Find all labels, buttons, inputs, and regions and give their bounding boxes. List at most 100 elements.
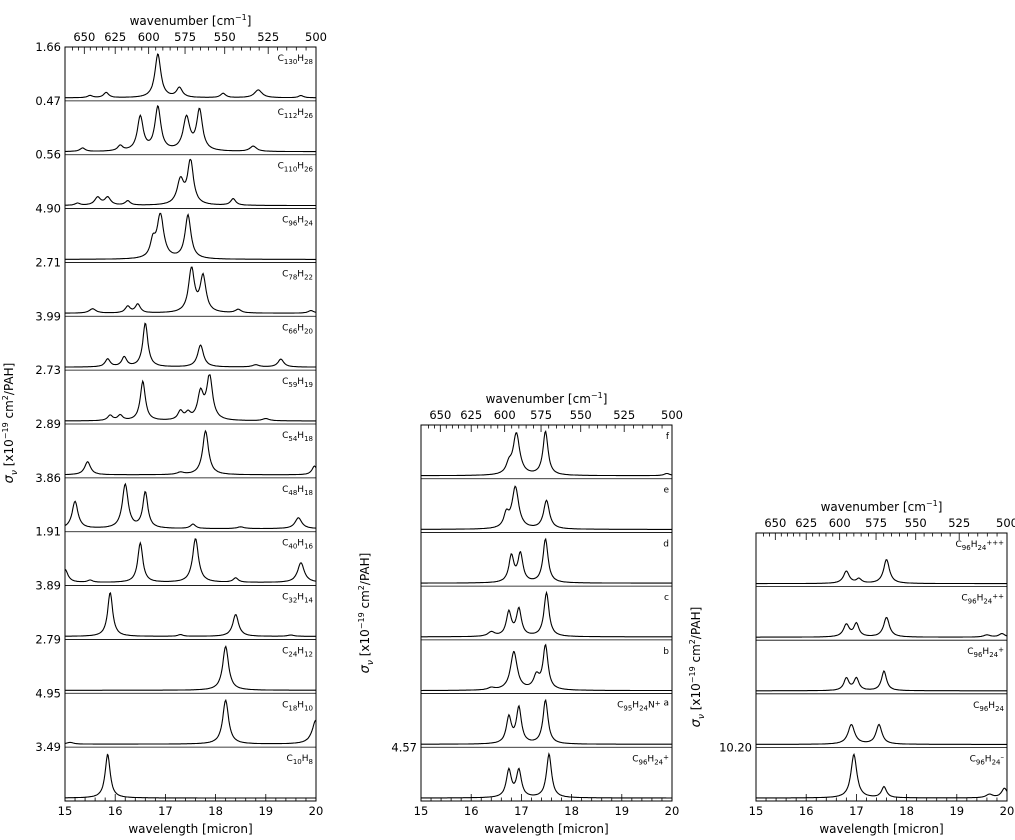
top-tick-label: 600 xyxy=(829,516,851,530)
spectrum-C66H20: C66H20 3.99 xyxy=(35,309,316,368)
spectrum-curve xyxy=(756,559,1007,585)
panel-c96h24-variants: 15 16 17 18 19 20 650 625 600 575 550 525 500 wavenum… xyxy=(357,391,683,836)
spectrum-C18H10: C18H10 4.95 xyxy=(35,686,317,745)
x-axis-title: wavelength [micron] xyxy=(128,822,252,836)
spectrum-curve xyxy=(421,590,672,638)
panel-frame xyxy=(420,424,673,802)
spectrum-curve xyxy=(65,212,316,260)
x-tick-label: 19 xyxy=(949,804,964,818)
spectrum-label: f xyxy=(666,432,670,442)
scale-label: 4.95 xyxy=(35,686,61,700)
spectrum-C110H26: C110H26 0.56 xyxy=(35,148,316,207)
spectrum-C40H16: C40H16 1.91 xyxy=(35,525,317,583)
scale-label: 3.89 xyxy=(35,579,61,593)
spectrum-C32H14: C32H14 3.89 xyxy=(35,579,316,637)
spectrum-curve xyxy=(421,643,672,692)
x-tick-label: 17 xyxy=(514,804,529,818)
spectrum-C78H22: C78H22 2.71 xyxy=(35,255,317,314)
spectrum-label: C32H14 xyxy=(282,593,313,605)
x-tick-label: 19 xyxy=(614,804,629,818)
top-tick-label: 625 xyxy=(795,516,817,530)
spectrum-label: b xyxy=(663,647,669,657)
spectrum-e: e xyxy=(421,478,672,530)
spectrum-label: C18H10 xyxy=(282,700,313,712)
spectrum-C54H18: C54H18 2.89 xyxy=(35,417,317,476)
spectrum-label: C78H22 xyxy=(282,269,313,281)
spectrum-curve xyxy=(65,53,316,99)
spectrum-label: C130H28 xyxy=(278,54,313,66)
x-tick-label: 16 xyxy=(799,804,814,818)
spectrum-curve xyxy=(65,158,316,207)
x-tick-label: 20 xyxy=(665,804,680,818)
spectrum-curve xyxy=(65,322,316,368)
spectrum-curve xyxy=(421,752,672,799)
spectrum-label: C96H24+++ xyxy=(955,539,1004,552)
scale-label: 2.89 xyxy=(35,417,61,431)
spectrum-label: C96H24++ xyxy=(961,593,1004,606)
spectrum-curve xyxy=(65,374,316,422)
x-tick-label: 19 xyxy=(258,804,273,818)
spectrum-curve xyxy=(421,698,672,745)
top-tick-label: 575 xyxy=(865,516,887,530)
spectrum-label: C96H24+ xyxy=(967,646,1004,659)
scale-label: 2.73 xyxy=(35,363,61,377)
spectrum-label: C96H24– xyxy=(970,753,1005,766)
spectrum-label: C96H24 xyxy=(973,701,1004,713)
spectrum-C95H24N⁺: C95H24N+ a xyxy=(421,693,672,745)
spectrum-label: C95H24N+ a xyxy=(617,699,669,713)
top-tick-label: 500 xyxy=(996,516,1015,530)
spectrum-curve xyxy=(421,429,673,477)
x-tick-label: 16 xyxy=(464,804,479,818)
spectrum-label: C48H18 xyxy=(282,485,313,497)
x-tick-label: 18 xyxy=(208,804,223,818)
x-axis-title: wavelength [micron] xyxy=(484,822,608,836)
spectrum-label: C40H16 xyxy=(282,539,313,551)
spectrum-f: f xyxy=(421,429,673,477)
top-tick-label: 525 xyxy=(257,30,279,44)
spectrum-label: c xyxy=(664,593,669,603)
x-tick-label: 15 xyxy=(58,804,73,818)
top-tick-label: 550 xyxy=(905,516,927,530)
top-tick-label: 500 xyxy=(305,30,327,44)
spectrum-curve xyxy=(65,104,316,153)
spectrum-C130H28: C130H28 1.66 xyxy=(35,40,316,99)
scale-label: 3.99 xyxy=(35,309,61,323)
spectrum-curve xyxy=(65,592,316,637)
y-axis-title: σν [x10−19 cm2/PAH] xyxy=(357,553,376,674)
spectrum-label: C110H26 xyxy=(278,162,314,174)
top-tick-label: 550 xyxy=(570,408,592,422)
spectrum-curve xyxy=(421,485,672,530)
spectrum-C48H18: C48H18 3.86 xyxy=(35,471,316,530)
spectrum-curve xyxy=(64,538,317,583)
top-tick-label: 650 xyxy=(429,408,451,422)
spectrum-C96H24: C96H24 4.90 xyxy=(35,202,316,260)
spectrum-label: C10H8 xyxy=(287,754,313,766)
top-tick-label: 575 xyxy=(530,408,552,422)
panel-pah-size-sequence: 15 16 17 18 19 20 650 625 600 575 550 525 500 wavenum… xyxy=(1,13,327,836)
spectrum-label: C96H24+ xyxy=(632,753,669,766)
scale-label: 1.66 xyxy=(35,40,61,54)
panel-c96h24-charge-states: 15 16 17 18 19 20 650 625 600 575 550 525 500 wavenum… xyxy=(688,499,1015,836)
spectrum-C96H24⁻: C96H24– xyxy=(756,747,1008,799)
spectrum-d: d xyxy=(421,532,672,584)
spectrum-curve xyxy=(65,645,316,691)
x-tick-label: 18 xyxy=(899,804,914,818)
x-tick-label: 16 xyxy=(108,804,123,818)
spectrum-curve xyxy=(65,753,316,799)
spectrum-C96H24⁺⁺: C96H24++ xyxy=(756,586,1008,638)
scale-label: 3.86 xyxy=(35,471,61,485)
x-axis-title: wavelength [micron] xyxy=(819,822,943,836)
spectrum-curve xyxy=(65,266,317,314)
scale-label: 4.90 xyxy=(35,202,61,216)
spectrum-curve xyxy=(756,753,1008,799)
spectrum-curve xyxy=(756,723,1007,745)
spectrum-curve xyxy=(756,616,1008,638)
spectrum-label: d xyxy=(663,539,669,549)
x-tick-label: 17 xyxy=(158,804,173,818)
spectrum-curve xyxy=(64,698,317,745)
spectrum-C96H24⁺: C96H24+ xyxy=(421,746,672,799)
top-axis-title: wavenumber [cm−1] xyxy=(130,13,252,28)
x-tick-label: 15 xyxy=(414,804,429,818)
top-tick-label: 500 xyxy=(661,408,683,422)
